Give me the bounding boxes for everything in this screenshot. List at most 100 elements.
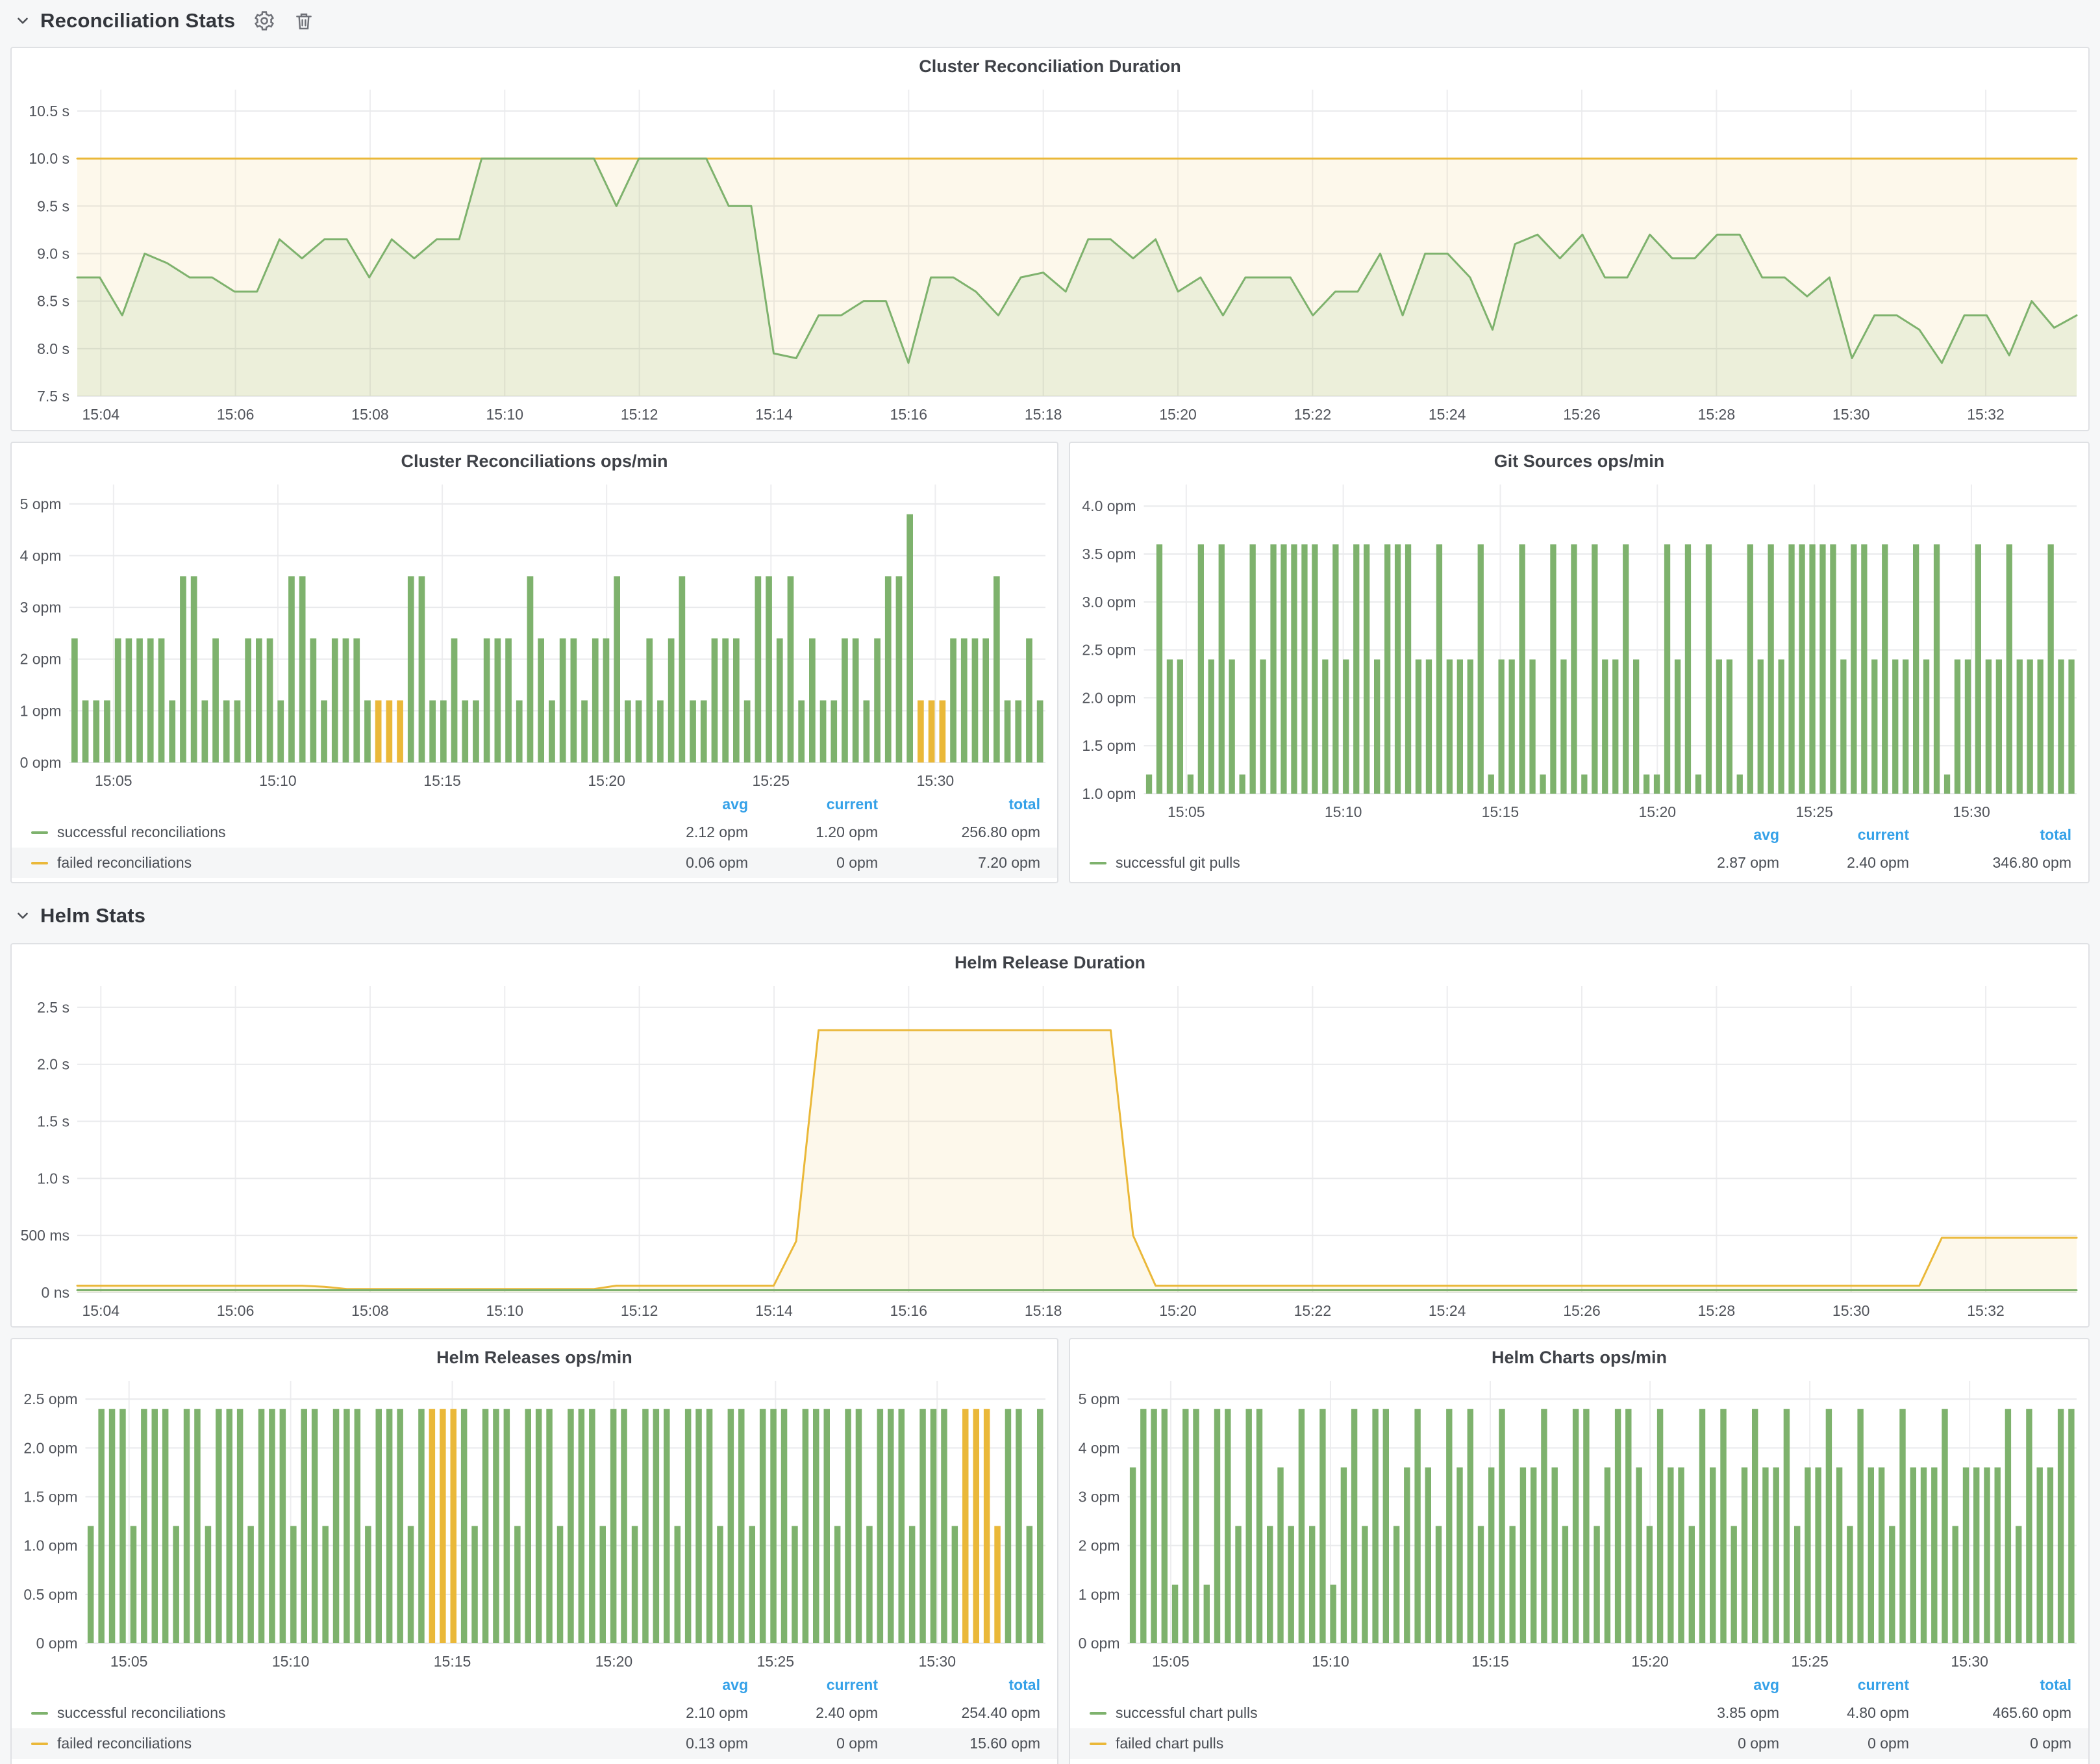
legend-header: avg current total (12, 791, 1057, 817)
svg-text:15:20: 15:20 (595, 1653, 633, 1670)
helm-release-duration-chart[interactable]: 15:0415:0615:0815:1015:1215:1415:1615:18… (12, 976, 2088, 1324)
legend-series-toggle[interactable]: successful reconciliations (12, 824, 625, 841)
legend-row: successful reconciliations 2.12 opm 1.20… (12, 817, 1057, 848)
svg-text:10.5 s: 10.5 s (29, 103, 69, 120)
panel-title[interactable]: Helm Releases ops/min (12, 1339, 1057, 1373)
row-title[interactable]: Reconciliation Stats (40, 9, 235, 32)
svg-text:15:30: 15:30 (1832, 406, 1870, 423)
svg-text:0 ns: 0 ns (42, 1284, 69, 1301)
svg-text:15:22: 15:22 (1294, 406, 1332, 423)
row-title[interactable]: Helm Stats (40, 904, 145, 927)
svg-text:15:10: 15:10 (259, 772, 297, 789)
svg-text:15:12: 15:12 (621, 406, 658, 423)
svg-text:2.0 opm: 2.0 opm (1082, 689, 1136, 706)
legend-avg-value: 2.87 opm (1656, 854, 1779, 872)
legend-col-avg[interactable]: avg (1656, 1676, 1779, 1694)
legend-col-avg[interactable]: avg (625, 796, 748, 813)
chevron-down-icon[interactable] (14, 907, 31, 924)
panel-title[interactable]: Helm Charts ops/min (1070, 1339, 2088, 1373)
legend-series-toggle[interactable]: successful git pulls (1070, 854, 1656, 872)
svg-text:15:20: 15:20 (1639, 803, 1677, 820)
legend-series-toggle[interactable]: failed reconciliations (12, 854, 625, 872)
legend-col-current[interactable]: current (748, 1676, 878, 1694)
cluster-reconciliations-opm-chart[interactable]: 15:0515:1015:1515:2015:2515:300 opm1 opm… (12, 474, 1057, 794)
svg-text:2.0 s: 2.0 s (37, 1056, 69, 1073)
legend-series-label: successful reconciliations (57, 1704, 226, 1722)
svg-text:1.5 s: 1.5 s (37, 1113, 69, 1130)
svg-text:10.0 s: 10.0 s (29, 150, 69, 167)
helm-releases-opm-chart[interactable]: 15:0515:1015:1515:2015:2515:300 opm0.5 o… (12, 1370, 1057, 1674)
svg-text:3 opm: 3 opm (20, 599, 62, 616)
svg-text:15:04: 15:04 (82, 406, 120, 423)
legend-row: successful git pulls 2.87 opm 2.40 opm 3… (1070, 848, 2088, 878)
legend-header: avg current total (1070, 822, 2088, 848)
svg-text:15:22: 15:22 (1294, 1302, 1332, 1319)
legend-col-avg[interactable]: avg (625, 1676, 748, 1694)
legend-series-toggle[interactable]: failed chart pulls (1070, 1735, 1656, 1752)
svg-text:1.5 opm: 1.5 opm (23, 1489, 77, 1506)
series-color-dash (31, 1743, 48, 1745)
panel-title[interactable]: Cluster Reconciliations ops/min (12, 443, 1057, 477)
svg-text:15:18: 15:18 (1025, 1302, 1062, 1319)
svg-text:15:32: 15:32 (1967, 1302, 2005, 1319)
helm-charts-opm-chart[interactable]: 15:0515:1015:1515:2015:2515:300 opm1 opm… (1070, 1370, 2088, 1674)
series-color-dash (31, 862, 48, 864)
svg-text:2.5 opm: 2.5 opm (1082, 642, 1136, 659)
svg-text:1.5 opm: 1.5 opm (1082, 737, 1136, 754)
legend-total-value: 254.40 opm (878, 1704, 1057, 1722)
svg-text:15:10: 15:10 (1312, 1653, 1349, 1670)
legend-row: failed reconciliations 0.13 opm 0 opm 15… (12, 1728, 1057, 1759)
legend-col-current[interactable]: current (748, 796, 878, 813)
panel-title[interactable]: Git Sources ops/min (1070, 443, 2088, 477)
legend-col-current[interactable]: current (1779, 1676, 1909, 1694)
legend: avg current total successful chart pulls… (1070, 1672, 2088, 1759)
series-color-dash (31, 831, 48, 834)
legend-series-label: successful reconciliations (57, 824, 226, 841)
svg-text:4 opm: 4 opm (20, 547, 62, 564)
svg-text:3.5 opm: 3.5 opm (1082, 546, 1136, 562)
svg-text:4.0 opm: 4.0 opm (1082, 498, 1136, 514)
legend-series-label: successful git pulls (1116, 854, 1240, 872)
svg-text:3.0 opm: 3.0 opm (1082, 594, 1136, 611)
svg-text:15:30: 15:30 (918, 1653, 956, 1670)
panel-helm-release-duration: Helm Release Duration 15:0415:0615:0815:… (10, 943, 2090, 1328)
legend-total-value: 465.60 opm (1909, 1704, 2088, 1722)
git-sources-opm-chart[interactable]: 15:0515:1015:1515:2015:2515:301.0 opm1.5… (1070, 474, 2088, 825)
legend-col-avg[interactable]: avg (1656, 826, 1779, 844)
panel-title[interactable]: Cluster Reconciliation Duration (12, 48, 2088, 82)
trash-icon[interactable] (294, 10, 314, 31)
legend-col-total[interactable]: total (878, 796, 1057, 813)
svg-text:5 opm: 5 opm (1079, 1391, 1120, 1407)
panel-title[interactable]: Helm Release Duration (12, 944, 2088, 978)
svg-text:0 opm: 0 opm (36, 1635, 78, 1652)
svg-text:15:10: 15:10 (272, 1653, 310, 1670)
legend-total-value: 0 opm (1909, 1735, 2088, 1752)
svg-text:0 opm: 0 opm (1079, 1635, 1120, 1652)
legend-total-value: 7.20 opm (878, 854, 1057, 872)
legend-col-current[interactable]: current (1779, 826, 1909, 844)
svg-text:0.5 opm: 0.5 opm (23, 1586, 77, 1603)
chevron-down-icon[interactable] (14, 12, 31, 29)
legend-col-total[interactable]: total (878, 1676, 1057, 1694)
legend-col-total[interactable]: total (1909, 826, 2088, 844)
legend-row: failed reconciliations 0.06 opm 0 opm 7.… (12, 848, 1057, 878)
svg-text:15:14: 15:14 (755, 406, 793, 423)
legend-series-toggle[interactable]: successful chart pulls (1070, 1704, 1656, 1722)
legend-avg-value: 0.06 opm (625, 854, 748, 872)
legend-row: successful chart pulls 3.85 opm 4.80 opm… (1070, 1698, 2088, 1728)
legend: avg current total successful git pulls 2… (1070, 822, 2088, 878)
svg-text:15:20: 15:20 (588, 772, 625, 789)
gear-icon[interactable] (253, 10, 275, 32)
svg-text:15:08: 15:08 (351, 1302, 389, 1319)
svg-text:15:30: 15:30 (1953, 803, 1990, 820)
panel-helm-charts-opm: Helm Charts ops/min 15:0515:1015:1515:20… (1069, 1338, 2090, 1764)
svg-text:15:05: 15:05 (95, 772, 132, 789)
svg-text:15:28: 15:28 (1698, 406, 1736, 423)
legend-series-toggle[interactable]: successful reconciliations (12, 1704, 625, 1722)
svg-text:15:05: 15:05 (1152, 1653, 1190, 1670)
legend-col-total[interactable]: total (1909, 1676, 2088, 1694)
row-header-reconciliation-stats: Reconciliation Stats (14, 3, 314, 39)
legend-series-toggle[interactable]: failed reconciliations (12, 1735, 625, 1752)
cluster-reconciliation-duration-chart[interactable]: 15:0415:0615:0815:1015:1215:1415:1615:18… (12, 79, 2088, 427)
svg-text:15:05: 15:05 (1168, 803, 1205, 820)
